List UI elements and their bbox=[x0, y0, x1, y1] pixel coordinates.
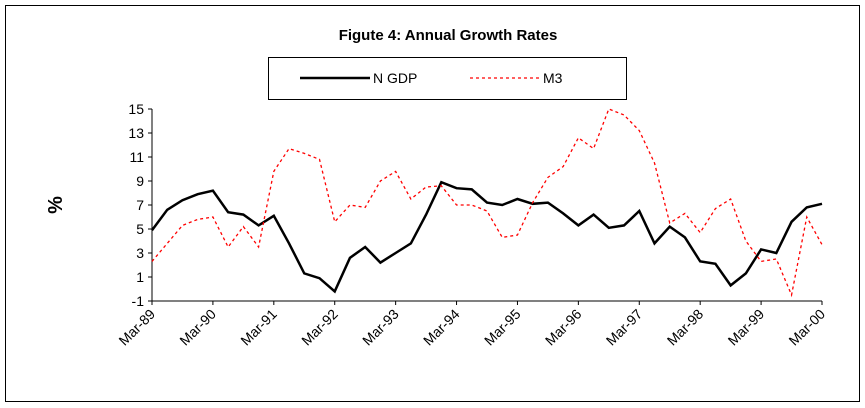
y-tick-label: 7 bbox=[136, 197, 144, 213]
y-tick-label: 13 bbox=[128, 125, 144, 141]
y-tick-label: 15 bbox=[128, 101, 144, 117]
y-axis-label: % bbox=[45, 196, 67, 214]
y-tick-label: -1 bbox=[132, 293, 145, 309]
legend-label: M3 bbox=[543, 70, 563, 86]
y-tick-label: 1 bbox=[136, 269, 144, 285]
y-tick-label: 3 bbox=[136, 245, 144, 261]
legend-label: N GDP bbox=[373, 70, 417, 86]
chart-title: Figute 4: Annual Growth Rates bbox=[339, 27, 558, 44]
y-tick-label: 11 bbox=[129, 149, 144, 165]
y-tick-label: 9 bbox=[136, 173, 144, 189]
y-tick-label: 5 bbox=[136, 221, 144, 237]
